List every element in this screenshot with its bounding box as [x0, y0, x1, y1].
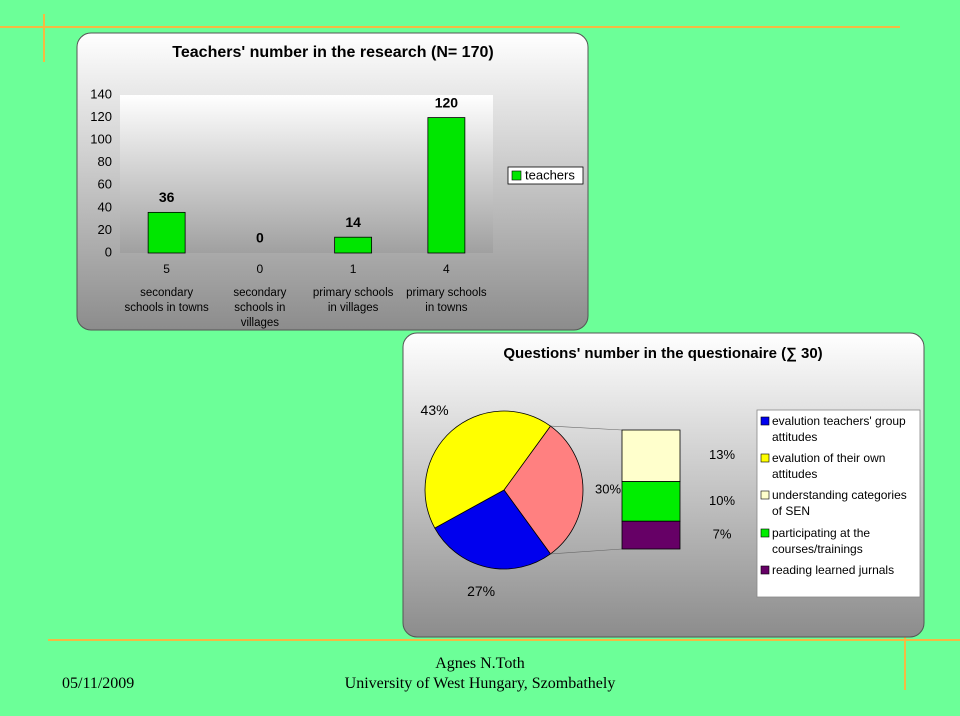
- value-label: 30%: [595, 481, 621, 496]
- value-label: 14: [345, 214, 361, 230]
- legend-swatch: [511, 170, 522, 181]
- y-tick-label: 0: [105, 244, 112, 259]
- legend-swatch: [760, 453, 770, 463]
- legend-swatch: [760, 416, 770, 426]
- footer-date: 05/11/2009: [62, 675, 135, 692]
- legend-label: understanding categories of SEN: [772, 488, 907, 518]
- legend-swatch: [760, 565, 770, 575]
- y-tick-label: 60: [98, 177, 112, 192]
- y-tick-label: 100: [90, 132, 112, 147]
- chart-title: Questions' number in the questionaire (∑…: [503, 345, 822, 362]
- legend-box: [507, 166, 584, 185]
- bar-segment: [621, 520, 681, 550]
- value-label: 0: [256, 230, 264, 246]
- bar: [334, 236, 373, 254]
- pie-slice: [503, 425, 584, 555]
- bar-segment: [621, 481, 681, 522]
- footer-author: Agnes N.Toth: [435, 655, 525, 672]
- connector: [550, 548, 623, 555]
- legend-label: teachers: [525, 167, 575, 182]
- count-label: 0: [257, 262, 264, 276]
- bar: [427, 117, 466, 254]
- value-label: 7%: [713, 527, 732, 542]
- footer-affiliation: University of West Hungary, Szombathely: [344, 675, 616, 692]
- pie-slice: [434, 489, 551, 570]
- legend-swatch: [760, 490, 770, 500]
- value-label: 36: [159, 189, 175, 205]
- x-tick-label: secondary schools in villages: [233, 287, 287, 329]
- bar-segment: [621, 429, 681, 482]
- legend-label: evalution teachers' group attitudes: [772, 414, 906, 444]
- chart-title: Teachers' number in the research (N= 170…: [172, 44, 493, 61]
- legend-swatch: [760, 528, 770, 538]
- connector: [550, 425, 623, 431]
- legend-label: participating at the courses/trainings: [772, 526, 871, 556]
- count-label: 4: [443, 262, 450, 276]
- legend-box: [756, 409, 921, 598]
- y-tick-label: 40: [98, 199, 112, 214]
- value-label: 43%: [421, 402, 449, 418]
- value-label: 13%: [709, 447, 735, 462]
- value-label: 10%: [709, 493, 735, 508]
- y-tick-label: 80: [98, 154, 112, 169]
- count-label: 1: [350, 262, 357, 276]
- x-tick-label: primary schools in villages: [312, 287, 394, 314]
- y-tick-label: 120: [90, 109, 112, 124]
- value-label: 27%: [467, 583, 495, 599]
- y-tick-label: 140: [90, 86, 112, 101]
- count-label: 5: [163, 262, 170, 276]
- y-tick-label: 20: [98, 222, 112, 237]
- value-label: 120: [435, 94, 459, 110]
- x-tick-label: secondary schools in towns: [124, 287, 209, 314]
- legend-label: evalution of their own attitudes: [772, 451, 886, 481]
- legend-label: reading learned jurnals: [772, 563, 895, 577]
- x-tick-label: primary schools in towns: [406, 287, 487, 314]
- decoration: [0, 14, 960, 690]
- pie-slice: [424, 410, 551, 529]
- bar: [147, 211, 186, 254]
